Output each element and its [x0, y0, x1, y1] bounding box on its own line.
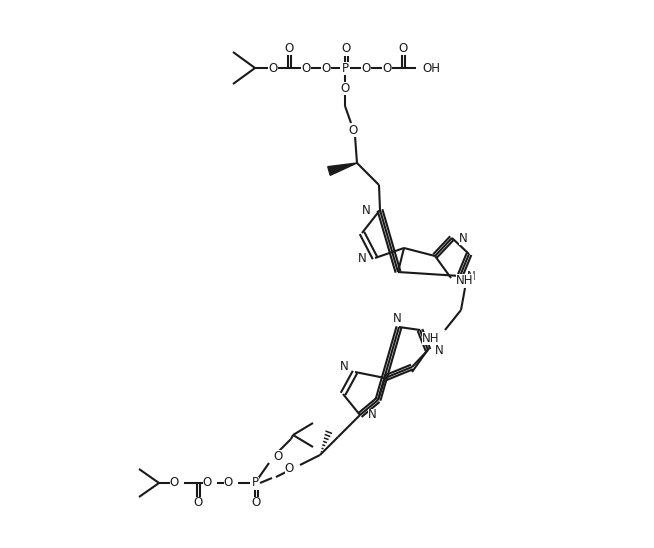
Text: N: N: [362, 203, 371, 216]
Text: O: O: [284, 463, 294, 476]
Text: O: O: [170, 477, 179, 489]
Text: O: O: [349, 123, 358, 136]
Text: N: N: [358, 252, 367, 265]
Text: O: O: [194, 496, 203, 510]
Text: O: O: [273, 449, 283, 463]
Text: NH: NH: [421, 332, 439, 345]
Text: O: O: [321, 61, 331, 75]
Text: O: O: [284, 42, 294, 54]
Text: O: O: [224, 477, 233, 489]
Text: N: N: [435, 344, 444, 357]
Polygon shape: [328, 163, 357, 175]
Text: O: O: [203, 477, 212, 489]
Text: P: P: [252, 477, 258, 489]
Text: O: O: [398, 42, 407, 54]
Text: P: P: [341, 61, 349, 75]
Text: N: N: [459, 231, 468, 244]
Text: N: N: [368, 408, 377, 421]
Text: OH: OH: [422, 61, 440, 75]
Text: O: O: [362, 61, 371, 75]
Text: O: O: [251, 496, 261, 510]
Text: O: O: [268, 61, 278, 75]
Text: O: O: [341, 43, 351, 55]
Text: O: O: [383, 61, 392, 75]
Text: N: N: [340, 359, 349, 373]
Text: NH: NH: [456, 273, 473, 287]
Text: N: N: [467, 270, 475, 283]
Text: O: O: [301, 61, 311, 75]
Text: N: N: [392, 312, 402, 326]
Text: O: O: [340, 82, 350, 94]
